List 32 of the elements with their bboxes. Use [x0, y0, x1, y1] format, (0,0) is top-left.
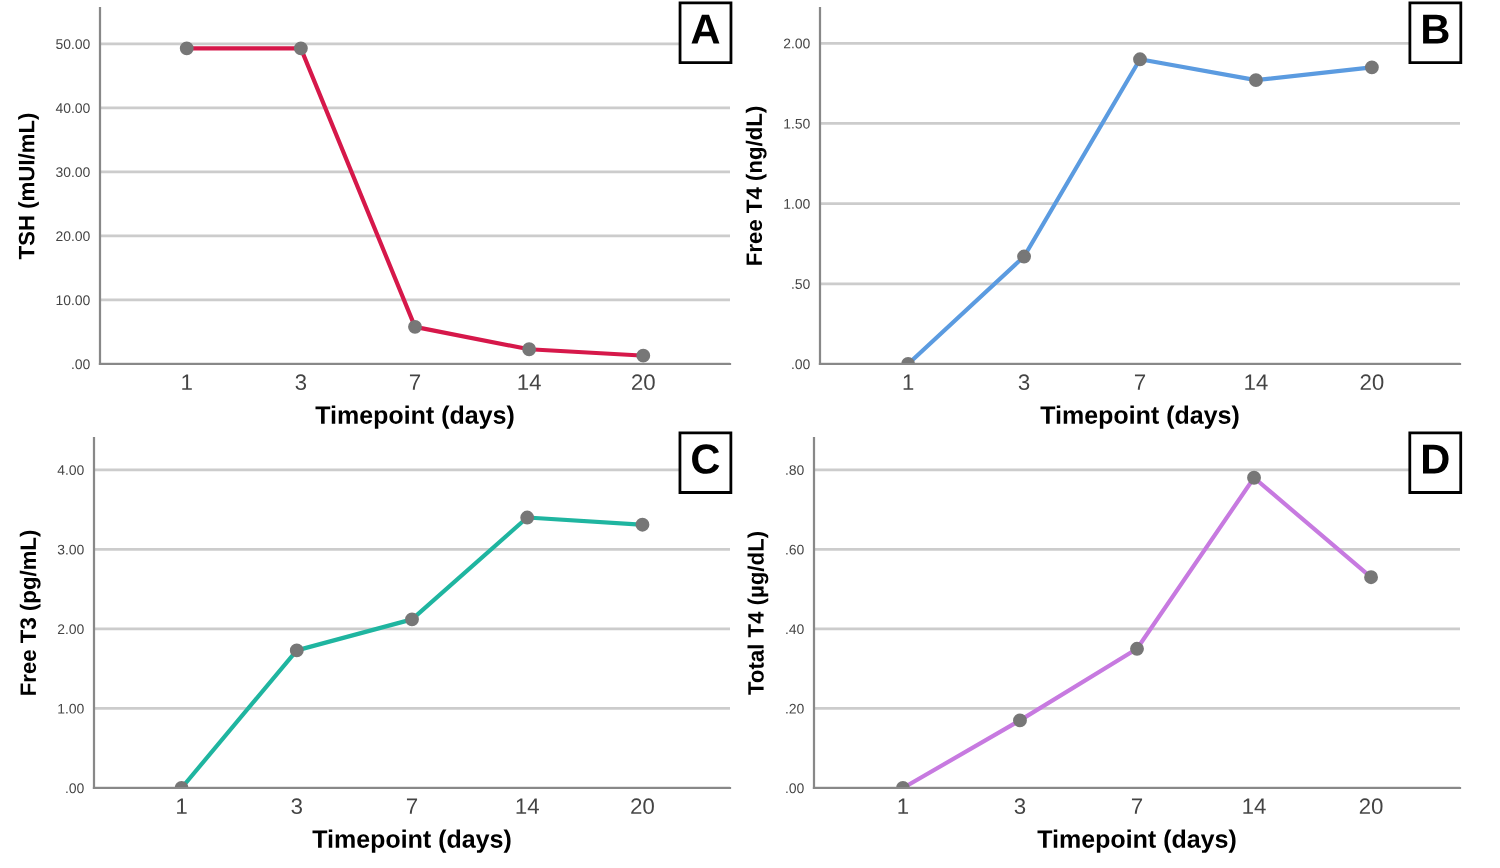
x-tick-label: 1: [177, 798, 187, 814]
y-axis-title: Free T4 (ng/dL): [745, 106, 767, 265]
x-tick-label: 14: [518, 374, 541, 390]
x-tick-label: 1: [903, 374, 914, 390]
x-tick-label: 20: [632, 374, 655, 391]
x-tick-label: 20: [631, 798, 654, 815]
x-tick-label: 3: [1018, 374, 1030, 391]
x-tick-label: 3: [1014, 798, 1026, 815]
annotation: B: [1423, 14, 1449, 44]
x-tick-label: 14: [1243, 798, 1266, 814]
x-axis-title: Timepoint (days): [1040, 405, 1239, 429]
x-tick-label: 3: [291, 798, 302, 815]
x-tick-label: 14: [516, 798, 539, 814]
x-tick-label: 7: [406, 798, 418, 814]
x-tick-label: 7: [1131, 798, 1143, 814]
x-tick-label: 20: [1359, 798, 1383, 815]
x-tick-label: 3: [295, 374, 307, 391]
x-tick-label: 1: [898, 798, 909, 814]
y-axis-title: TSH (mUI/mL): [18, 113, 39, 260]
x-tick-label: 14: [1245, 374, 1268, 390]
x-tick-label: 7: [409, 374, 421, 390]
x-axis-title: Timepoint (days): [312, 829, 511, 853]
x-axis-title: Timepoint (days): [315, 405, 514, 429]
x-tick-label: 7: [1134, 374, 1146, 390]
x-axis-title: Timepoint (days): [1037, 829, 1236, 853]
annotation: D: [1423, 444, 1449, 474]
y-axis-title: Total T4 (µg/dL): [747, 531, 769, 695]
x-tick-label: 1: [182, 374, 192, 390]
annotation: A: [691, 14, 720, 44]
y-axis-title: Free T3 (pg/mL): [19, 530, 41, 695]
x-tick-label: 20: [1360, 374, 1384, 391]
annotation: C: [692, 444, 720, 474]
